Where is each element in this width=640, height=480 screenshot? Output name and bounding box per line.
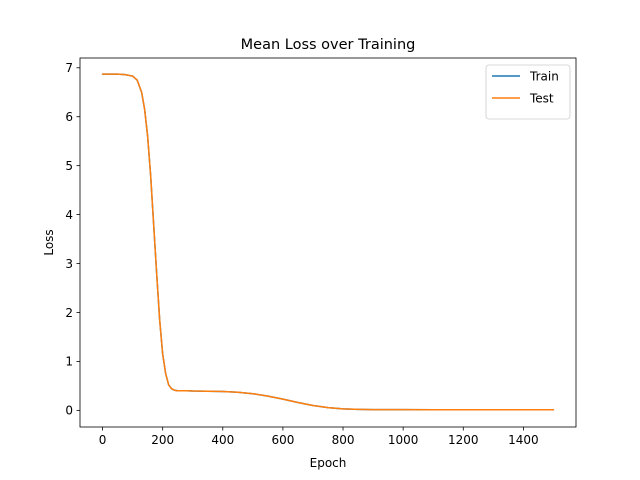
y-tick-label: 3 — [65, 257, 73, 271]
x-axis: 0 200 400 600 800 1000 1200 1400 — [99, 427, 539, 447]
series-line-test — [101, 73, 555, 411]
y-tick-label: 7 — [65, 61, 73, 75]
y-tick-label: 5 — [65, 159, 73, 173]
y-axis: 0 1 2 3 4 5 6 7 — [65, 61, 80, 418]
legend-label-test: Test — [529, 91, 554, 105]
y-tick-label: 0 — [65, 404, 73, 418]
x-tick-label: 400 — [211, 433, 234, 447]
legend: Train Test — [485, 64, 571, 120]
series-layer — [101, 73, 555, 411]
y-tick-label: 2 — [65, 306, 73, 320]
y-tick-label: 4 — [65, 208, 73, 222]
x-tick-label: 1400 — [508, 433, 539, 447]
x-tick-label: 200 — [151, 433, 174, 447]
legend-box — [485, 64, 571, 120]
legend-label-train: Train — [529, 69, 559, 83]
x-axis-title: Epoch — [310, 456, 347, 470]
x-tick-label: 1200 — [448, 433, 479, 447]
x-tick-label: 1000 — [388, 433, 419, 447]
plot-frame — [79, 57, 577, 428]
x-tick-label: 0 — [99, 433, 107, 447]
x-tick-label: 800 — [332, 433, 355, 447]
y-tick-label: 1 — [65, 355, 73, 369]
y-tick-label: 6 — [65, 110, 73, 124]
x-tick-label: 600 — [271, 433, 294, 447]
chart-title: Mean Loss over Training — [241, 37, 416, 53]
y-axis-title: Loss — [42, 229, 56, 255]
